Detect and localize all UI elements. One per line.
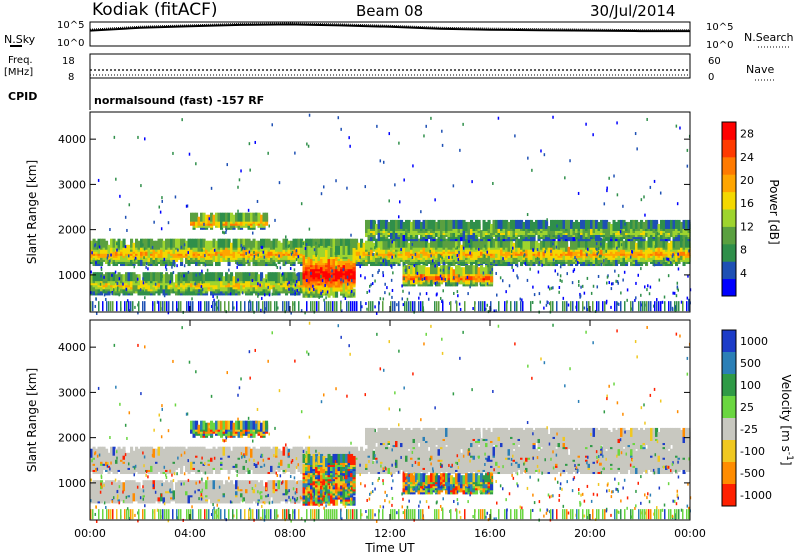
power-cbar-tick-24: 24	[740, 151, 754, 164]
power-cbar-tick-12: 12	[740, 220, 754, 233]
nsky-line	[89, 23, 690, 33]
freq-nave-panel: Freq. [MHz] 18 8 60 0 Nave	[4, 53, 775, 83]
noise-tick-high: 10^5	[57, 20, 84, 31]
freq-tick-high: 18	[62, 56, 75, 67]
velocity-ytick-2000: 2000	[58, 432, 86, 445]
noise-panel: N.Sky 10^5 10^0 10^5 10^0 N.Search	[4, 20, 794, 51]
nave-tick-high: 60	[708, 56, 721, 67]
velocity-cbar-tick-500: 500	[740, 357, 761, 370]
velocity-scatter-layer	[90, 321, 692, 523]
time-tick-4: 16:00	[474, 527, 506, 540]
velocity-colorbar: 1000 500 100 25 -25 -100 -500 -1000	[721, 329, 772, 507]
velocity-ytick-4000: 4000	[58, 341, 86, 354]
velocity-cbar-tick--25: -25	[740, 423, 758, 436]
velocity-cbar-tick--500: -500	[740, 467, 765, 480]
time-tick-3: 12:00	[374, 527, 406, 540]
velocity-ytick-3000: 3000	[58, 386, 86, 399]
power-cbar-tick-4: 4	[740, 267, 747, 280]
cpid-text: normalsound (fast) -157 RF	[94, 94, 264, 107]
power-colorbar-label: Power [dB]	[767, 179, 781, 244]
power-scatter-layer	[90, 113, 692, 315]
power-ytick-1000: 1000	[58, 269, 86, 282]
cpid-label: CPID	[8, 90, 37, 103]
power-cbar-tick-28: 28	[740, 128, 754, 141]
station-title: Kodiak (fitACF)	[92, 0, 218, 20]
cpid-row: CPID normalsound (fast) -157 RF	[8, 78, 264, 110]
nave-tick-low: 0	[708, 72, 714, 83]
noise-tick-low: 10^0	[57, 38, 84, 49]
power-ytick-3000: 3000	[58, 178, 86, 191]
time-tick-2: 08:00	[274, 527, 306, 540]
velocity-cbar-tick-100: 100	[740, 379, 761, 392]
time-tick-6: 00:00	[674, 527, 706, 540]
nave-label: Nave	[746, 63, 774, 76]
velocity-cbar-tick--100: -100	[740, 445, 765, 458]
freq-label-2: [MHz]	[4, 67, 33, 78]
freq-tick-low: 8	[68, 72, 74, 83]
power-ytick-4000: 4000	[58, 133, 86, 146]
time-tick-5: 20:00	[574, 527, 606, 540]
time-tick-0: 00:00	[74, 527, 106, 540]
nsearch-line	[89, 22, 690, 31]
power-colorbar: 4 8 12 16 20 24 28	[721, 121, 754, 297]
power-ylabel: Slant Range [km]	[25, 160, 39, 264]
velocity-ylabel: Slant Range [km]	[25, 368, 39, 472]
time-tick-1: 04:00	[174, 527, 206, 540]
velocity-panel: 1000 2000 3000 4000 Slant Range [km] 1000 50…	[25, 306, 794, 554]
nsearch-label: N.Search	[744, 31, 794, 44]
power-cbar-tick-16: 16	[740, 197, 754, 210]
velocity-cbar-tick-25: 25	[740, 401, 754, 414]
power-panel: 1000 2000 3000 4000 Slant Range [km] 4 8 12 16…	[25, 111, 781, 315]
velocity-colorbar-label: Velocity [m s-1]	[779, 375, 794, 466]
beam-title: Beam 08	[356, 2, 423, 20]
power-cbar-tick-8: 8	[740, 244, 747, 257]
freq-label-1: Freq.	[8, 55, 33, 66]
time-axis-label: Time UT	[364, 541, 415, 554]
date-title: 30/Jul/2014	[590, 2, 675, 20]
power-ytick-2000: 2000	[58, 224, 86, 237]
velocity-ytick-1000: 1000	[58, 477, 86, 490]
velocity-cbar-tick--1000: -1000	[740, 489, 772, 502]
velocity-cbar-tick-1000: 1000	[740, 335, 768, 348]
nsky-label: N.Sky	[4, 33, 36, 46]
power-cbar-tick-20: 20	[740, 174, 754, 187]
noise-tick-low-right: 10^0	[706, 40, 733, 51]
noise-tick-high-right: 10^5	[706, 22, 733, 33]
